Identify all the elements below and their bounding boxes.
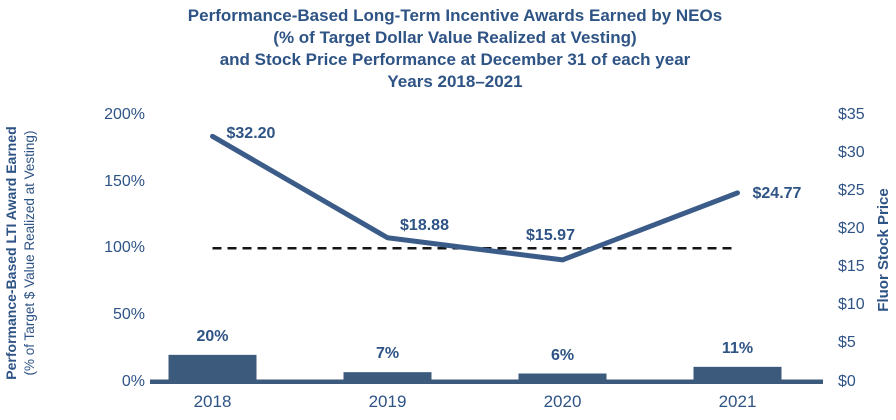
chart-title-line-1: Performance-Based Long-Term Incentive Aw… — [187, 6, 723, 25]
chart-title-line-2: (% of Target Dollar Value Realized at Ve… — [273, 28, 637, 47]
chart-title-line-4: Years 2018–2021 — [387, 72, 523, 91]
stock-price-line — [210, 133, 740, 263]
chart-title-line-3: and Stock Price Performance at December … — [219, 50, 691, 69]
bar-2018 — [168, 354, 257, 383]
chart-title: Performance-Based Long-Term Incentive Aw… — [30, 5, 880, 93]
bar-2021 — [693, 366, 782, 383]
bar-2019 — [343, 372, 432, 383]
bar-2020 — [518, 373, 607, 383]
